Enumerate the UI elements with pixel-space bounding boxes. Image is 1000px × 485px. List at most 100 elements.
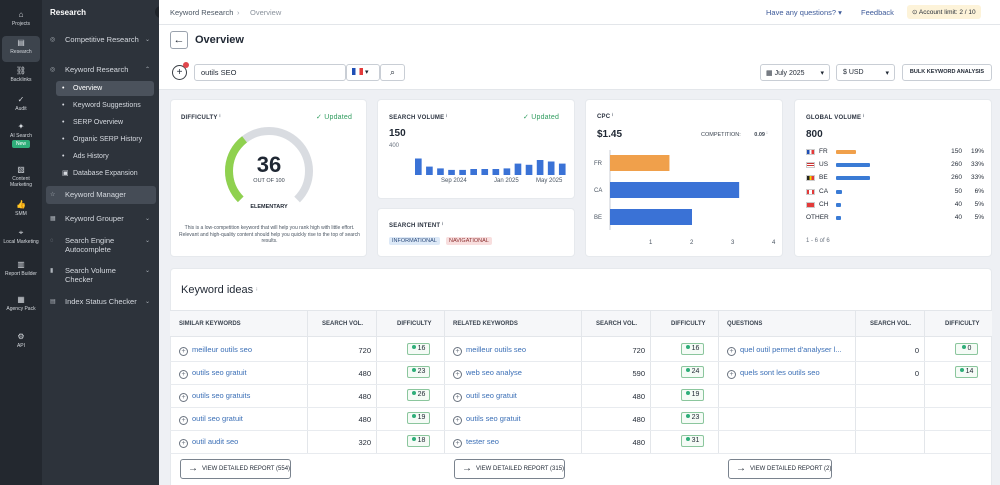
view-detailed-report-button[interactable]: → VIEW DETAILED REPORT (2) [728,459,833,479]
keyword-link[interactable]: + meilleur outils seo [179,345,252,356]
rail-item-audit[interactable]: ✓ Audit [2,93,40,117]
difficulty-dot [411,368,416,372]
audit-icon: ✓ [17,95,25,104]
keyword-link[interactable]: + outils seo gratuits [179,391,250,402]
rail-item-backlinks[interactable]: ⛓ Backlinks [2,64,40,88]
search-input[interactable]: outils SEO [194,64,346,81]
volume-bar[interactable] [536,160,544,175]
rail-item-ai-search[interactable]: ✦ AI SearchNew [2,120,40,148]
volume-bar[interactable] [459,169,466,175]
back-arrow-icon[interactable]: ← [170,31,188,49]
cpc-bar[interactable] [610,155,670,171]
difficulty-value: 19 [691,391,700,398]
keyword-link[interactable]: + outil seo gratuit [453,391,517,402]
keyword-link[interactable]: + quel outil permet d'analyser l... [727,345,841,356]
rail-item-label: Report Builder [5,271,37,277]
volume-bar[interactable] [514,163,522,175]
top-bar: Keyword Research › Overview Have any que… [159,0,1000,25]
bulk-analysis-button[interactable]: BULK KEYWORD ANALYSIS [902,64,992,81]
volume-bar[interactable] [426,166,433,175]
volume-bar[interactable] [492,169,500,175]
add-keyword-icon[interactable]: + [453,439,462,448]
feedback-link[interactable]: Feedback [861,8,894,17]
add-keyword-icon[interactable]: + [179,347,188,356]
keyword-link[interactable]: + outils seo gratuit [179,368,247,379]
sidebar-item-keyword-research[interactable]: ◎ ⌃ Keyword Research [46,65,156,74]
add-keyword-icon[interactable]: + [453,347,462,356]
volume-bar[interactable] [547,161,555,176]
view-detailed-report-button[interactable]: → VIEW DETAILED REPORT (554) [180,459,292,479]
rail-item-projects[interactable]: ⌂ Projects [2,8,40,32]
add-keyword-icon[interactable]: + [179,416,188,425]
view-detailed-report-button[interactable]: → VIEW DETAILED REPORT (315) [454,459,566,479]
rail-item-research[interactable]: ▤ Research [2,36,40,62]
bullet-icon: • [62,102,65,109]
volume-bar[interactable] [503,168,511,175]
rail-item-label: Projects [11,21,31,27]
add-keyword-icon[interactable]: + [179,439,188,448]
sidebar-item-database-expansion[interactable]: ▣ Database Expansion [56,166,154,181]
keyword-link[interactable]: + outil seo gratuit [179,414,243,425]
sidebar-item-ads-history[interactable]: • Ads History [56,149,154,164]
volume-bar[interactable] [525,164,533,175]
bullet-icon: • [62,119,65,126]
search-button[interactable]: ⌕ [380,64,405,81]
rail-item-local-marketing[interactable]: ⌖ Local Marketing [2,226,40,250]
sidebar-item-search-engine-autocomplete[interactable]: ◌ ⌄ Search Engine Autocomplete [46,236,156,255]
date-select[interactable]: ▦ July 2025 ▾ [760,64,830,81]
sidebar-item-competitive-research[interactable]: ◎ ⌄ Competitive Research [46,35,156,54]
sidebar-item-keyword-suggestions[interactable]: • Keyword Suggestions [56,98,154,113]
sidebar-item-serp-overview[interactable]: • SERP Overview [56,115,154,130]
database-icon: ▣ [62,170,69,177]
rail-item-agency-pack[interactable]: ▦ Agency Pack [2,293,40,317]
chevron-down-icon: ▾ [820,70,824,77]
keyword-link[interactable]: + outils seo gratuit [453,414,521,425]
country-row[interactable]: US 260 33% [806,160,986,170]
questions-dropdown[interactable]: Have any questions? ▾ [766,8,842,17]
volume-bar[interactable] [470,169,477,175]
database-select[interactable]: ▾ [346,64,380,81]
add-keyword-icon[interactable]: + [453,370,462,379]
rail-item-report-builder[interactable]: ▥ Report Builder [2,258,40,282]
add-keyword-icon[interactable]: + [179,370,188,379]
sidebar-item-index-status-checker[interactable]: ▤ ⌄ Index Status Checker [46,297,156,316]
rail-item-smm[interactable]: 👍 SMM [2,198,40,222]
sidebar-item-search-volume-checker[interactable]: ▮ ⌄ Search Volume Checker [46,266,156,285]
sidebar-item-keyword-manager[interactable]: ☆ Keyword Manager [46,186,156,204]
add-keyword-icon[interactable]: + [453,416,462,425]
country-row[interactable]: CA 50 6% [806,187,986,197]
rail-item-api[interactable]: ⚙ API [2,330,40,354]
keyword-link[interactable]: + tester seo [453,437,499,448]
add-keyword-icon[interactable]: + [179,393,188,402]
rail-item-content-marketing[interactable]: ▧ Content Marketing [2,163,40,188]
breadcrumb-keyword-research[interactable]: Keyword Research [170,8,234,17]
volume-bar[interactable] [415,158,422,176]
volume-bar[interactable] [481,169,489,175]
volume-bar[interactable] [437,168,444,175]
account-limit[interactable]: ⊙ Account limit: 2 / 10 [907,5,981,19]
sparkle-icon: ✦ [17,122,25,131]
sidebar-item-organic-serp-history[interactable]: • Organic SERP History [56,132,154,147]
country-row[interactable]: BE 260 33% [806,173,986,183]
cpc-bar[interactable] [610,182,740,198]
keyword-link[interactable]: + web seo analyse [453,368,522,379]
add-keyword-icon[interactable]: + [727,370,736,379]
sidebar-item-keyword-grouper[interactable]: ▦ ⌄ Keyword Grouper [46,214,156,223]
country-row[interactable]: CH 40 5% [806,200,986,210]
add-keyword-icon[interactable]: + [727,347,736,356]
country-row[interactable]: OTHER 40 5% [806,213,986,223]
country-row[interactable]: FR 150 19% [806,147,986,157]
sidebar-item-icon: ▤ [50,299,56,305]
add-keyword-icon[interactable]: + [172,65,187,80]
keyword-link[interactable]: + quels sont les outils seo [727,368,820,379]
volume-bar[interactable] [448,169,455,175]
bullet-icon: • [62,153,65,160]
add-keyword-icon[interactable]: + [453,393,462,402]
sidebar-item-overview[interactable]: • Overview [56,81,154,96]
x-tick-label: 2 [690,240,694,246]
cpc-bar[interactable] [610,209,692,225]
keyword-link[interactable]: + meilleur outils seo [453,345,526,356]
keyword-link[interactable]: + outil audit seo [179,437,238,448]
currency-select[interactable]: $ USD ▾ [836,64,895,81]
volume-bar[interactable] [558,163,566,175]
